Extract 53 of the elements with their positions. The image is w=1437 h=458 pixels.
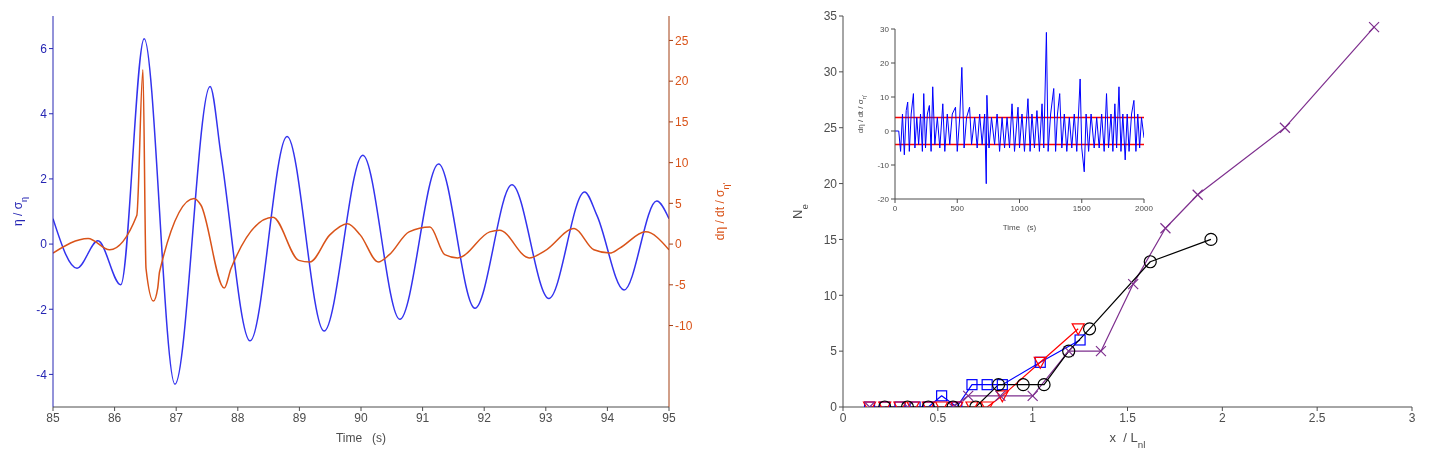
x-tick-label: 3	[1408, 410, 1416, 425]
x-tick-label: 0.5	[929, 410, 947, 425]
y2-tick-label: 0	[675, 237, 682, 252]
x-tick-label: 85	[46, 410, 60, 425]
y-tick-label: 15	[823, 232, 838, 247]
x-tick-label: 89	[292, 410, 307, 425]
x-tick-label: 87	[169, 410, 184, 425]
x-tick-label: 95	[662, 410, 676, 425]
y-tick-label: 4	[40, 107, 48, 122]
y-tick-label: -2	[36, 302, 48, 317]
y-tick-label: -20	[877, 194, 890, 204]
y-tick-label: -10	[877, 160, 890, 170]
x-tick-label: 500	[950, 203, 965, 213]
y2-tick-label: -5	[675, 278, 686, 293]
y-tick-label: 35	[823, 9, 838, 24]
y2-tick-label: -10	[675, 318, 693, 333]
y-tick-label: 25	[823, 120, 838, 135]
x-tick-label: 1.5	[1119, 410, 1137, 425]
y2-tick-label: 20	[675, 74, 689, 89]
y-tick-label: 5	[830, 344, 838, 359]
x-tick-label: 2000	[1135, 203, 1154, 213]
y2-tick-label: 25	[675, 33, 689, 48]
y2-tick-label: 15	[675, 115, 689, 130]
x-tick-label: 91	[415, 410, 430, 425]
y-tick-label: 20	[880, 58, 890, 68]
y-tick-label: 30	[823, 65, 838, 80]
x-tick-label: 92	[477, 410, 492, 425]
x-axis-title: Time (s)	[335, 431, 387, 445]
y-tick-label: 30	[880, 24, 890, 34]
y-tick-label: 6	[40, 41, 48, 56]
y-tick-label: 0	[40, 237, 48, 252]
x-tick-label: 1	[1029, 410, 1037, 425]
y-tick-label: -4	[36, 367, 48, 382]
y2-tick-label: 10	[675, 155, 689, 170]
x-tick-label: 86	[107, 410, 122, 425]
x-tick-label: 94	[600, 410, 615, 425]
x-axis-title: x / L$_{nl}$	[1109, 430, 1146, 450]
x-tick-label: 88	[231, 410, 245, 425]
y-tick-label: 2	[40, 172, 48, 187]
y-tick-label: 10	[823, 288, 838, 303]
y-tick-label: 10	[880, 92, 890, 102]
x-tick-label: 2.5	[1308, 410, 1326, 425]
x-tick-label: 2	[1218, 410, 1226, 425]
x-tick-label: 1000	[1010, 203, 1029, 213]
x-tick-label: 1500	[1072, 203, 1092, 213]
y-tick-label: 0	[830, 400, 838, 415]
y2-tick-label: 5	[675, 196, 682, 211]
x-tick-label: 90	[354, 410, 368, 425]
x-tick-label: 93	[539, 410, 553, 425]
x-axis-title: Time (s)	[1002, 223, 1037, 232]
y-tick-label: 0	[884, 126, 890, 136]
x-tick-label: 0	[892, 203, 898, 213]
y-tick-label: 20	[823, 176, 838, 191]
